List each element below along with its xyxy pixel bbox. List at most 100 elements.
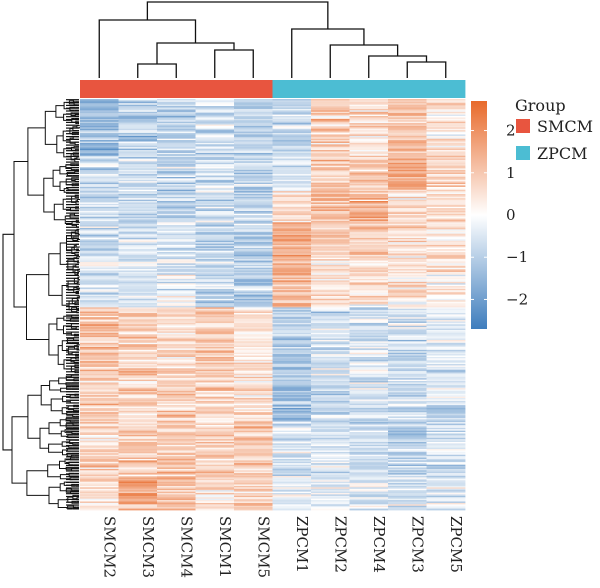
heatmap-cell [80, 434, 119, 437]
heatmap-cell [234, 376, 273, 379]
heatmap-cell [349, 347, 389, 349]
heatmap-cell [118, 454, 158, 457]
heatmap-cell [80, 110, 119, 113]
heatmap-cell [234, 439, 273, 441]
dendrogram-branch [59, 474, 71, 480]
heatmap-cell [157, 202, 196, 205]
heatmap-cells [80, 99, 466, 511]
heatmap-cell [157, 148, 196, 151]
heatmap-cell [388, 419, 427, 422]
heatmap-cell [195, 210, 235, 213]
column-label: ZPCM4 [370, 516, 388, 573]
heatmap-cell [157, 270, 196, 273]
heatmap-cell [80, 220, 119, 223]
heatmap-cell [311, 492, 350, 495]
heatmap-cell [195, 291, 235, 294]
heatmap-cell [234, 137, 273, 140]
heatmap-cell [349, 274, 389, 277]
heatmap-cell [349, 492, 389, 495]
heatmap-cell [118, 321, 158, 324]
heatmap-cell [234, 426, 273, 429]
heatmap-cell [311, 161, 350, 164]
heatmap-cell [426, 120, 466, 123]
heatmap-cell [349, 104, 389, 107]
heatmap-cell [195, 494, 235, 497]
heatmap-cell [234, 498, 273, 501]
heatmap-cell [311, 388, 350, 390]
heatmap-cell [311, 447, 350, 450]
heatmap-cell [118, 420, 158, 423]
heatmap-cell [388, 470, 427, 473]
heatmap-cell [195, 271, 235, 274]
heatmap-cell [388, 123, 427, 125]
heatmap-cell [349, 405, 389, 407]
heatmap-cell [426, 314, 466, 317]
heatmap-cell [349, 392, 389, 395]
heatmap-cell [311, 386, 350, 389]
heatmap-cell [349, 419, 389, 422]
heatmap-cell [80, 290, 119, 293]
heatmap-cell [272, 378, 312, 381]
heatmap-cell [388, 443, 427, 446]
heatmap-cell [349, 415, 389, 417]
heatmap-cell [80, 378, 119, 381]
heatmap-cell [311, 488, 350, 491]
heatmap-cell [272, 390, 312, 393]
heatmap-cell [272, 464, 312, 467]
heatmap-cell [311, 181, 350, 184]
heatmap-cell [234, 347, 273, 349]
heatmap-cell [272, 290, 312, 293]
heatmap-cell [195, 497, 235, 500]
heatmap-cell [272, 161, 312, 164]
heatmap-cell [311, 164, 350, 167]
heatmap-cell [234, 301, 273, 304]
heatmap-cell [426, 116, 466, 118]
heatmap-cell [272, 318, 312, 321]
heatmap-cell [272, 294, 312, 297]
heatmap-cell [234, 433, 273, 436]
heatmap-cell [426, 137, 466, 140]
heatmap-cell [426, 311, 466, 314]
heatmap-cell [195, 412, 235, 415]
heatmap-cell [426, 179, 466, 182]
heatmap-cell [195, 419, 235, 422]
heatmap-cell [157, 151, 196, 154]
heatmap-cell [195, 171, 235, 174]
heatmap-cell [118, 467, 158, 470]
heatmap-cell [311, 424, 350, 427]
heatmap-cell [234, 337, 273, 339]
heatmap-cell [234, 307, 273, 310]
heatmap-cell [234, 311, 273, 314]
heatmap-cell [272, 423, 312, 426]
heatmap-cell [157, 281, 196, 284]
heatmap-cell [118, 202, 158, 205]
heatmap-cell [272, 118, 312, 121]
heatmap-cell [311, 127, 350, 130]
heatmap-cell [157, 199, 196, 202]
heatmap-cell [157, 354, 196, 356]
heatmap-cell [311, 403, 350, 406]
heatmap-cell [426, 344, 466, 346]
heatmap-cell [388, 226, 427, 229]
heatmap-cell [157, 118, 196, 121]
heatmap-cell [426, 297, 466, 300]
heatmap-cell [388, 253, 427, 256]
heatmap-cell [388, 491, 427, 494]
heatmap-cell [234, 453, 273, 456]
heatmap-cell [388, 175, 427, 178]
heatmap-cell [311, 399, 350, 402]
heatmap-cell [272, 236, 312, 239]
heatmap-cell [118, 283, 158, 286]
heatmap-cell [234, 162, 273, 165]
dendrogram-branch [59, 419, 67, 427]
heatmap-cell [349, 422, 389, 424]
dendrogram-branch [59, 460, 67, 469]
heatmap-cell [349, 461, 389, 464]
heatmap-cell [388, 244, 427, 247]
heatmap-cell [349, 233, 389, 236]
heatmap-cell [195, 498, 235, 501]
heatmap-cell [118, 478, 158, 481]
heatmap-cell [118, 327, 158, 329]
heatmap-cell [80, 124, 119, 127]
heatmap-cell [426, 389, 466, 392]
